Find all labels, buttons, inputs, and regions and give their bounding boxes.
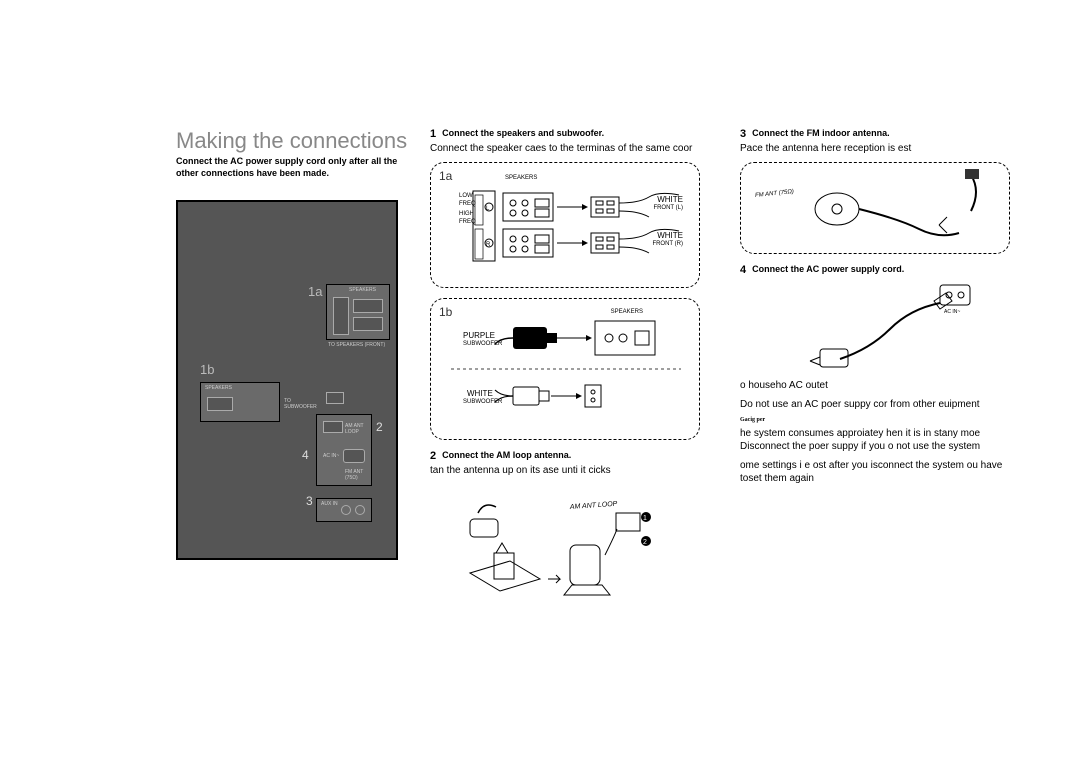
step2-num: 2	[430, 450, 436, 462]
sub1-label: SUBWOOFER	[463, 341, 502, 347]
svg-text:2: 2	[643, 539, 647, 546]
diagram-num-2: 2	[376, 420, 383, 434]
speakers-panel: SPEAKERS	[326, 284, 390, 340]
outlet-text: o househo AC outet	[740, 379, 1020, 392]
am-antenna-svg: 1 2 AM ANT LOOP	[430, 483, 700, 633]
diagram-num-4: 4	[302, 448, 309, 462]
fm-svg	[741, 163, 1011, 255]
frontl-label: FRONT (L)	[653, 205, 683, 211]
to-speakers-label: TO SPEAKERS (FRONT)	[328, 342, 385, 348]
rowlab0: LOW	[459, 193, 473, 199]
aux-panel: AUX IN	[316, 498, 372, 522]
svg-text:R: R	[486, 242, 491, 248]
step1-header: 1 Connect the speakers and subwoofer.	[430, 128, 710, 140]
column-steps-right: 3 Connect the FM indoor antenna. Pace th…	[740, 128, 1020, 491]
rowlab1: FREQ	[459, 201, 476, 207]
step2-body: tan the antenna up on its ase unti it ci…	[430, 465, 710, 478]
step3-header: 3 Connect the FM indoor antenna.	[740, 128, 1020, 140]
subwoofer-panel: SPEAKERS	[200, 382, 280, 422]
frontr-label: FRONT (R)	[652, 241, 683, 247]
to-subwoofer-label: TO SUBWOOFER	[284, 398, 324, 410]
step3-body: Pace the antenna here reception is est	[740, 143, 1020, 156]
speakers-label: SPEAKERS	[349, 287, 376, 293]
step4-num: 4	[740, 264, 746, 276]
step4-header: 4 Connect the AC power supply cord.	[740, 264, 1020, 276]
ac-cord-svg: AC IN~	[740, 279, 1010, 379]
diagram-box-fm: ape FM ANT (75Ω)	[740, 162, 1010, 254]
diagram-box-1a: 1a SPEAKERS L R	[430, 162, 700, 288]
step1-body: Connect the speaker caes to the terminas…	[430, 143, 710, 156]
white1-label: WHITE	[657, 195, 683, 204]
page-title: Making the connections	[176, 128, 407, 154]
am-loop-label: AM ANT LOOP	[345, 423, 371, 435]
step4-title: Connect the AC power supply cord.	[752, 264, 904, 276]
rowlab3: FREQ	[459, 219, 476, 225]
diagram-label-1b: 1b	[200, 362, 214, 377]
svg-text:AM ANT LOOP: AM ANT LOOP	[569, 501, 618, 511]
rowlab2: HIGH	[459, 211, 474, 217]
diagram-box-1b: 1b SPEAKERS PURPLE SUBWOOFER WHITE SU	[430, 298, 700, 440]
svg-text:AC IN~: AC IN~	[944, 309, 960, 315]
aux-in-label: AUX IN	[321, 501, 338, 507]
intro-text: Connect the AC power supply cord only af…	[176, 156, 406, 179]
step1-num: 1	[430, 128, 436, 140]
step2-title: Connect the AM loop antenna.	[442, 450, 571, 462]
box1b-svg	[431, 299, 701, 441]
back-panel-diagram: 1a SPEAKERS TO SPEAKERS (FRONT) 1b SPEAK…	[176, 200, 398, 560]
step3-num: 3	[740, 128, 746, 140]
diagram-num-3: 3	[306, 494, 313, 508]
p2-text: ome settings i e ost after you isconnect…	[740, 459, 1020, 485]
ant-ac-panel: AM ANT LOOP AC IN~ FM ANT (75Ω)	[316, 414, 372, 486]
sub-speakers-label: SPEAKERS	[205, 385, 232, 391]
conserving-heading: Gacig per	[740, 417, 1020, 423]
diagram-label-1a: 1a	[308, 284, 322, 299]
box1a-svg: L R	[431, 163, 701, 289]
column-steps-left: 1 Connect the speakers and subwoofer. Co…	[430, 128, 710, 633]
white2-label: WHITE	[657, 231, 683, 240]
purple-label: PURPLE	[463, 331, 495, 340]
fm-ant-label: FM ANT (75Ω)	[345, 469, 371, 481]
step2-header: 2 Connect the AM loop antenna.	[430, 450, 710, 462]
ac-in-label: AC IN~	[323, 453, 339, 459]
warn-text: Do not use an AC poer suppy cor from oth…	[740, 398, 1020, 411]
sub2-label: SUBWOOFER	[463, 399, 502, 405]
step3-title: Connect the FM indoor antenna.	[752, 128, 890, 140]
step1-title: Connect the speakers and subwoofer.	[442, 128, 604, 140]
p1-text: he system consumes approiatey hen it is …	[740, 427, 1020, 453]
white-sub-label: WHITE	[467, 389, 493, 398]
svg-text:1: 1	[643, 515, 647, 522]
